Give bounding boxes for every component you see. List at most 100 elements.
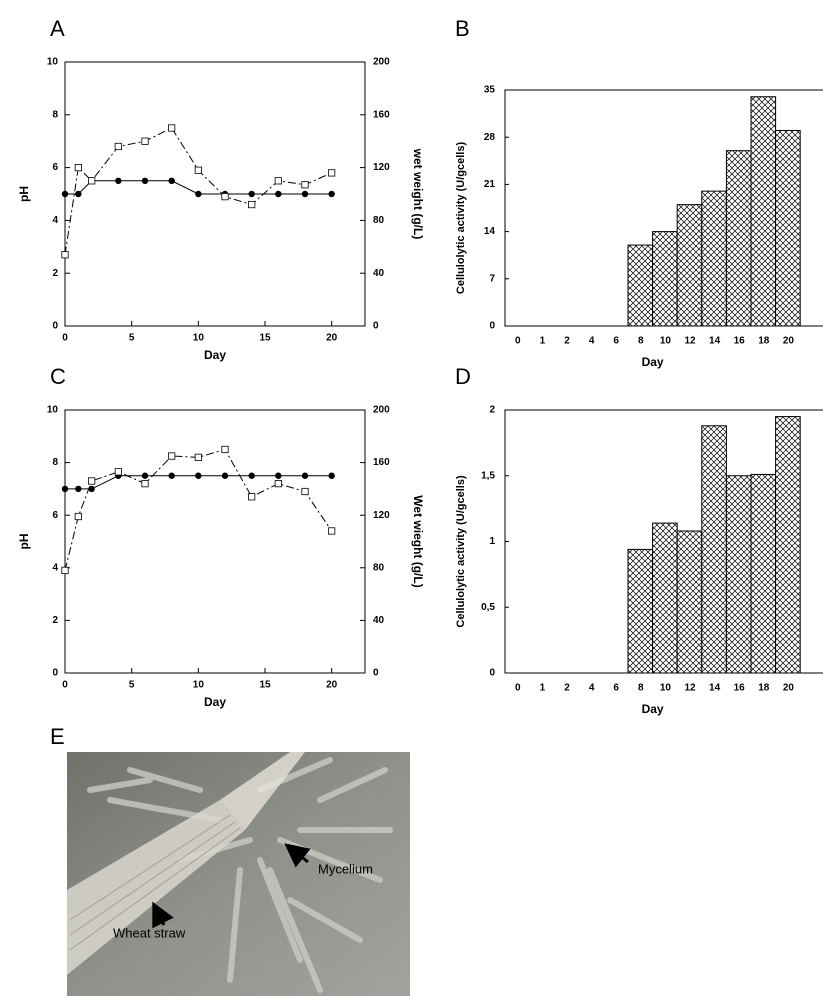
- series-line: [64, 448, 333, 571]
- y-tick-label: 0: [52, 668, 58, 679]
- y2-tick-label: 0: [373, 321, 379, 332]
- x-tick-label: 10: [660, 683, 672, 694]
- bar: [775, 416, 801, 674]
- bar: [676, 204, 703, 327]
- y-axis-label: pH: [17, 186, 31, 202]
- bar: [627, 244, 654, 327]
- point: [168, 124, 176, 132]
- point: [114, 468, 122, 476]
- point: [328, 169, 336, 177]
- x-axis-label: Day: [204, 348, 226, 362]
- point: [274, 177, 282, 185]
- y-axis-label: pH: [17, 534, 31, 550]
- y2-tick-label: 120: [373, 510, 390, 521]
- x-tick-label: 20: [783, 336, 795, 347]
- point: [61, 485, 69, 493]
- y-axis-label: Cellulolytic activity (U/gcells): [455, 142, 467, 295]
- x-tick-label: 10: [193, 680, 205, 691]
- point: [328, 472, 335, 479]
- bar: [701, 190, 727, 327]
- y-tick-label: 0: [489, 668, 495, 679]
- bar: [725, 475, 752, 674]
- point: [88, 177, 96, 185]
- point: [61, 251, 69, 259]
- x-tick-label: 4: [589, 683, 595, 694]
- y2-tick-label: 160: [373, 109, 390, 120]
- point: [74, 512, 82, 521]
- annotation: Wheat straw: [113, 925, 186, 940]
- point: [75, 485, 82, 493]
- x-tick-label: 5: [129, 333, 135, 344]
- y-axis-label: Cellulolytic activity (U/gcells): [455, 475, 467, 628]
- x-axis-label: Day: [204, 695, 226, 709]
- y-tick-label: 6: [52, 162, 58, 173]
- y-tick-label: 7: [489, 273, 495, 284]
- plot-frame: [64, 409, 366, 674]
- x-tick-label: 20: [326, 680, 338, 691]
- y-tick-label: 0: [52, 321, 58, 332]
- point: [168, 472, 175, 479]
- annotation: Mycelium: [318, 861, 373, 876]
- point: [301, 472, 309, 479]
- point: [141, 177, 149, 184]
- y-tick-label: 2: [52, 268, 58, 279]
- point: [61, 566, 69, 575]
- point: [275, 472, 282, 479]
- y2-tick-label: 120: [373, 162, 390, 173]
- x-tick-label: 16: [734, 683, 746, 694]
- x-tick-label: 1: [540, 683, 546, 694]
- y2-tick-label: 80: [373, 215, 385, 226]
- bar: [750, 96, 777, 327]
- x-tick-label: 18: [758, 336, 770, 347]
- y-tick-label: 28: [484, 132, 496, 143]
- point: [168, 452, 176, 460]
- point: [248, 472, 255, 479]
- point: [328, 190, 335, 198]
- x-tick-label: 16: [734, 336, 746, 347]
- y2-tick-label: 40: [373, 615, 385, 626]
- panel-label: D: [455, 364, 471, 389]
- y-tick-label: 0,5: [481, 602, 495, 613]
- y-tick-label: 14: [484, 226, 496, 237]
- x-tick-label: 8: [638, 336, 644, 347]
- point: [248, 190, 255, 198]
- photo: Mycelium Wheat straw: [67, 752, 410, 996]
- bar: [627, 548, 654, 674]
- x-tick-label: 1: [540, 336, 546, 347]
- point: [141, 137, 149, 145]
- point: [74, 163, 82, 172]
- y2-tick-label: 40: [373, 268, 385, 279]
- x-tick-label: 20: [326, 333, 338, 344]
- x-tick-label: 20: [783, 683, 795, 694]
- bar: [750, 473, 777, 674]
- x-tick-label: 12: [684, 336, 696, 347]
- x-tick-label: 6: [613, 336, 619, 347]
- point: [301, 181, 309, 189]
- y-tick-label: 10: [47, 57, 59, 68]
- x-tick-label: 0: [515, 336, 521, 347]
- y2-tick-label: 0: [373, 668, 379, 679]
- x-tick-label: 0: [62, 680, 68, 691]
- point: [115, 177, 122, 184]
- x-tick-label: 18: [758, 683, 770, 694]
- x-tick-label: 12: [684, 683, 696, 694]
- point: [221, 445, 229, 454]
- y-tick-label: 1,5: [481, 470, 495, 481]
- y-tick-label: 4: [52, 562, 58, 573]
- x-tick-label: 0: [62, 333, 68, 344]
- x-tick-label: 5: [129, 680, 135, 691]
- y2-tick-label: 200: [373, 405, 390, 416]
- point: [301, 190, 309, 198]
- point: [274, 480, 282, 488]
- point: [194, 453, 202, 461]
- point: [194, 166, 202, 174]
- point: [248, 200, 256, 209]
- x-tick-label: 2: [564, 336, 570, 347]
- point: [75, 190, 82, 198]
- bar: [676, 530, 703, 674]
- bar: [725, 150, 752, 327]
- x-tick-label: 6: [613, 683, 619, 694]
- y2-tick-label: 160: [373, 457, 390, 468]
